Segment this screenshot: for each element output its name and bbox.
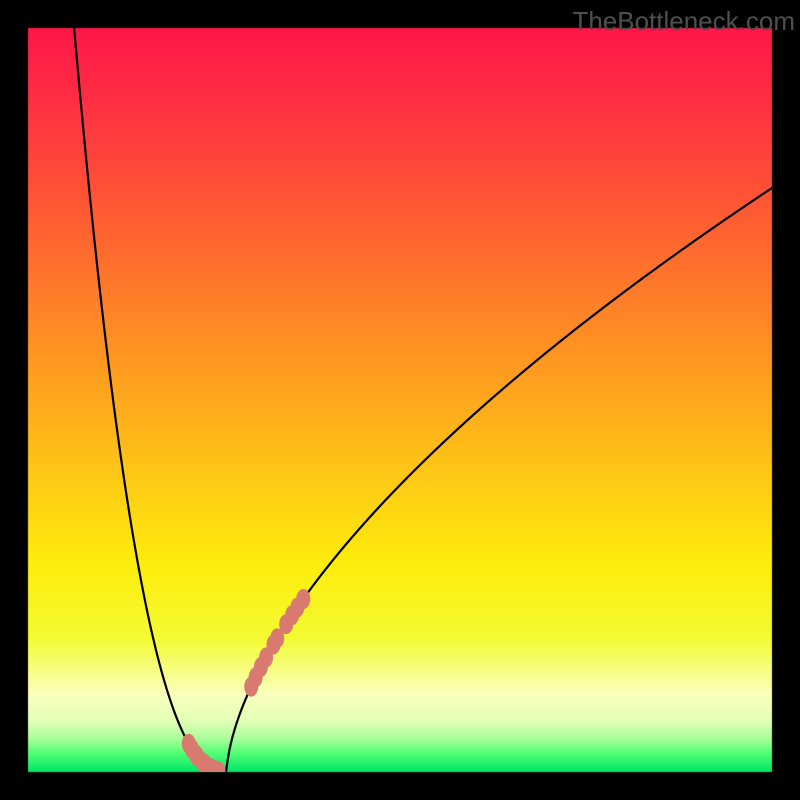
gradient-background — [0, 0, 800, 800]
watermark-text: TheBottleneck.com — [572, 6, 795, 37]
bottleneck-chart: TheBottleneck.com — [0, 0, 800, 800]
